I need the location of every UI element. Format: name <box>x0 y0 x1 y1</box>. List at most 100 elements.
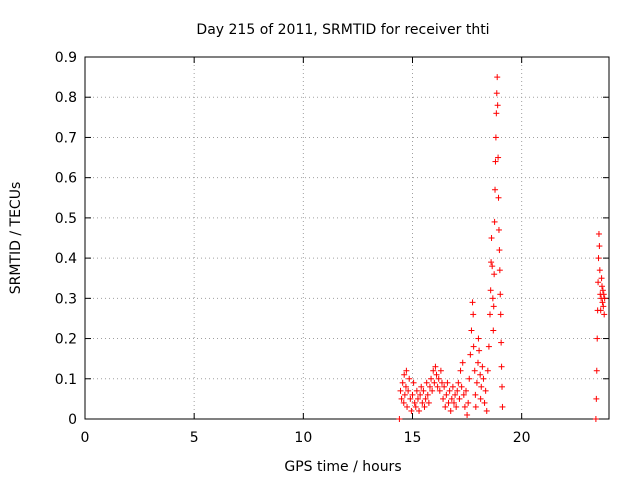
y-axis-label: SRMTID / TECUs <box>8 182 24 295</box>
data-point <box>477 371 484 378</box>
data-point <box>454 387 461 394</box>
data-point <box>468 327 475 334</box>
data-point <box>448 395 455 402</box>
data-point <box>445 399 452 406</box>
data-point <box>471 367 478 374</box>
data-point <box>597 307 604 314</box>
data-point <box>495 226 502 233</box>
data-point <box>496 267 503 274</box>
data-point <box>431 379 438 386</box>
data-point <box>485 343 492 350</box>
x-tick-label: 0 <box>81 430 90 446</box>
data-point <box>493 110 500 117</box>
data-point <box>497 311 504 318</box>
data-point <box>593 395 600 402</box>
data-points <box>396 74 608 422</box>
data-point <box>472 391 479 398</box>
data-point <box>495 154 502 161</box>
data-point <box>495 194 502 201</box>
data-point <box>418 383 425 390</box>
data-point <box>412 403 419 410</box>
data-point <box>434 383 441 390</box>
y-tick-label: 0 <box>68 412 77 428</box>
data-point <box>494 74 501 81</box>
data-point <box>488 235 495 241</box>
data-point <box>417 391 424 398</box>
data-point <box>601 295 608 302</box>
data-point <box>470 343 477 350</box>
y-tick-label: 0.4 <box>55 251 77 267</box>
data-point <box>407 395 414 402</box>
data-point <box>414 395 421 402</box>
data-point <box>453 403 460 410</box>
data-point <box>450 399 457 406</box>
data-point <box>446 387 453 394</box>
data-point <box>457 367 464 374</box>
data-point <box>592 416 599 422</box>
axes: 0 0.1 0.2 0.3 0.4 0.5 0.6 0.7 0.8 0.9 0 5 10 15 20 <box>55 50 609 446</box>
data-point <box>425 399 432 406</box>
data-point <box>490 327 497 334</box>
data-point <box>492 186 499 193</box>
data-point <box>498 339 505 346</box>
data-point <box>408 407 415 414</box>
data-point <box>437 367 444 374</box>
data-point <box>476 347 483 354</box>
data-point <box>424 391 431 398</box>
data-point <box>478 383 485 390</box>
data-point <box>455 379 462 386</box>
data-point <box>600 303 607 310</box>
data-point <box>443 391 450 398</box>
data-point <box>466 375 473 382</box>
data-point <box>428 375 435 382</box>
y-tick-label: 0.9 <box>55 50 77 66</box>
data-point <box>472 403 479 410</box>
data-point <box>430 367 437 374</box>
data-point <box>416 407 423 414</box>
data-point <box>461 403 468 410</box>
plot-frame <box>84 56 610 420</box>
data-point <box>488 259 495 266</box>
data-point <box>433 371 440 378</box>
data-point <box>481 399 488 406</box>
data-point <box>422 395 429 402</box>
data-point <box>595 279 602 286</box>
data-point <box>499 383 506 390</box>
chart-title: Day 215 of 2011, SRMTID for receiver tht… <box>196 22 489 38</box>
data-point <box>411 399 418 406</box>
data-point <box>432 363 439 370</box>
data-point <box>456 395 463 402</box>
data-point <box>598 275 605 282</box>
data-point <box>469 299 476 306</box>
data-point <box>487 287 494 294</box>
data-point <box>497 291 504 298</box>
y-tick-label: 0.8 <box>55 90 77 106</box>
y-tick-label: 0.1 <box>55 372 77 388</box>
data-point <box>600 291 607 298</box>
data-point <box>396 416 403 422</box>
data-point <box>405 387 412 394</box>
data-point <box>435 375 442 382</box>
data-point <box>426 383 433 390</box>
data-point <box>467 351 474 358</box>
data-point <box>406 375 413 382</box>
data-point <box>596 243 603 250</box>
data-point <box>400 399 407 406</box>
data-point <box>475 359 481 366</box>
data-point <box>594 335 601 342</box>
data-point <box>482 387 489 394</box>
data-point <box>489 263 496 270</box>
data-point <box>413 387 420 394</box>
data-point <box>436 387 443 394</box>
data-point <box>449 383 456 390</box>
data-point <box>477 395 484 402</box>
data-point <box>496 247 503 254</box>
data-point <box>429 387 436 394</box>
x-tick-label: 5 <box>190 430 199 446</box>
data-point <box>499 403 506 410</box>
x-tick-label: 15 <box>404 430 422 446</box>
data-point <box>595 255 602 262</box>
data-point <box>447 407 454 414</box>
data-point <box>464 411 471 418</box>
data-point <box>480 375 487 382</box>
